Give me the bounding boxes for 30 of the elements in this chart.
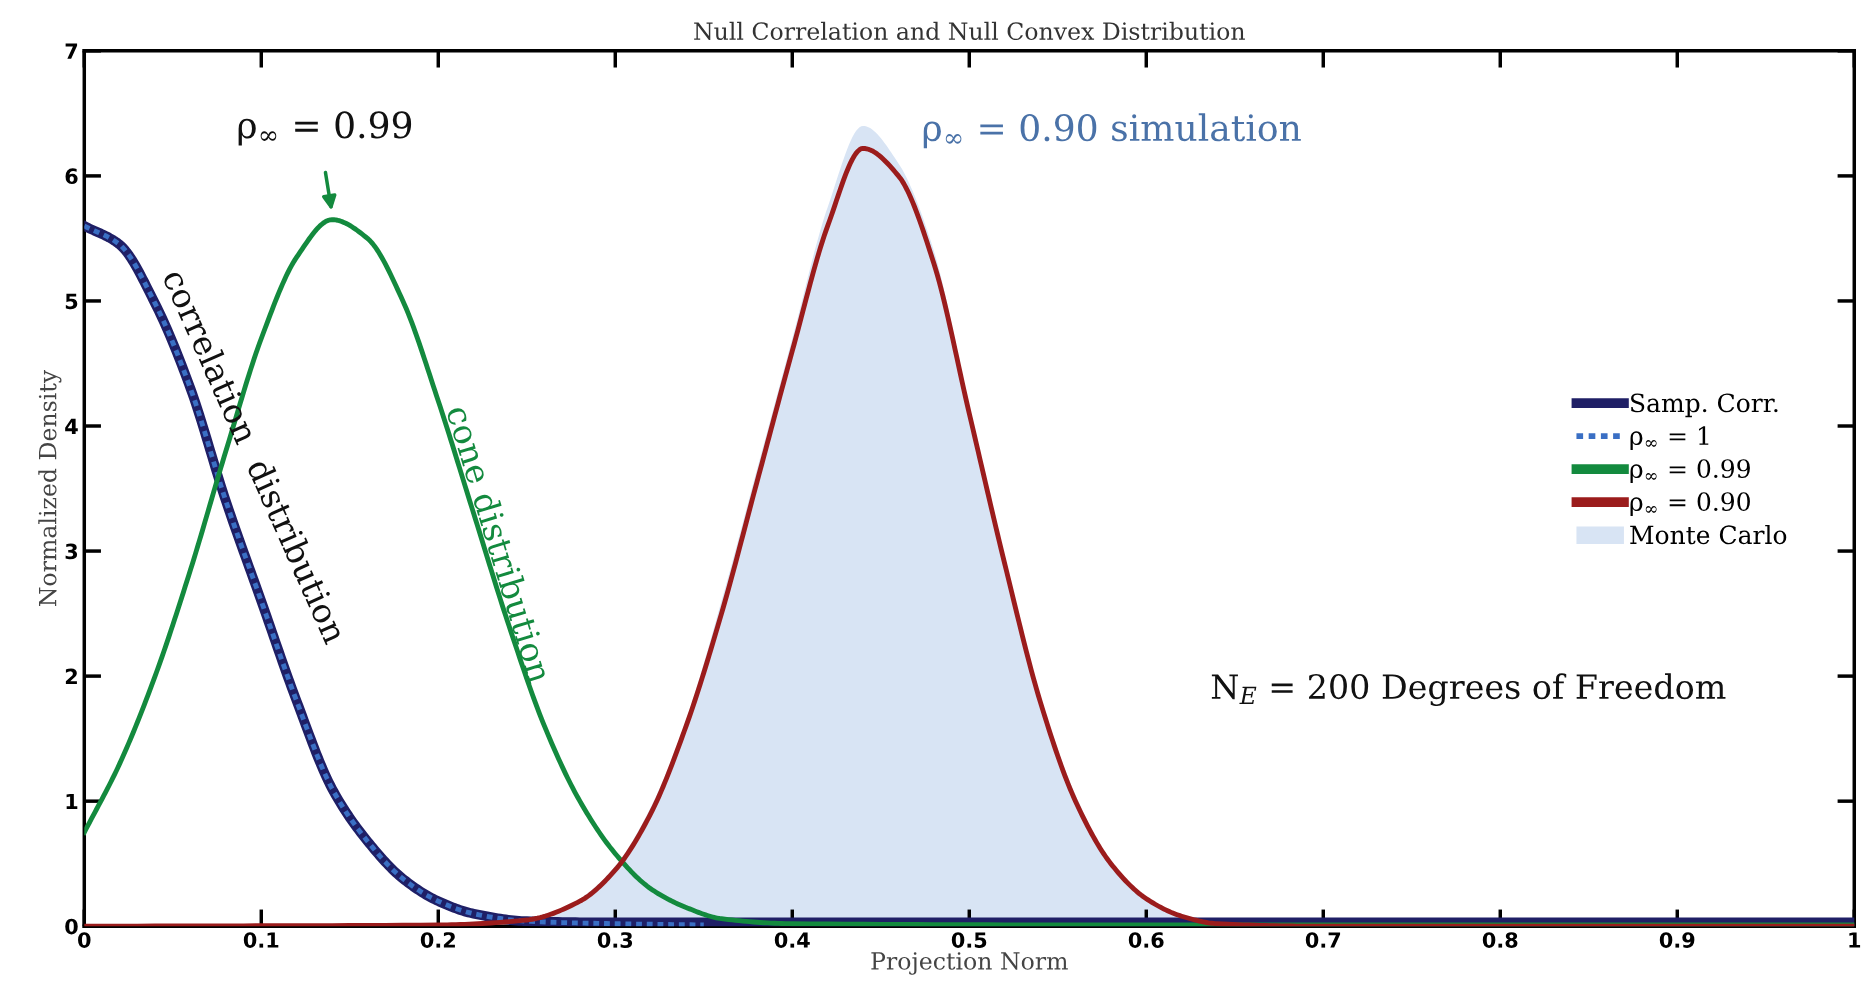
x-tick-label: 0.5 — [951, 932, 987, 948]
y-tick-label: 6 — [65, 168, 78, 185]
x-tick-label: 0 — [78, 932, 91, 948]
x-tick-label: 0.8 — [1482, 932, 1518, 948]
annotation: N$_{E}$ = 200 Degrees of Freedom — [1211, 673, 1726, 707]
y-tick-label: 7 — [65, 43, 78, 59]
x-tick-label: 1 — [1849, 932, 1861, 948]
legend-label: ρ$_{∞}$ = 1 — [1630, 426, 1709, 450]
x-tick-label: 0.6 — [1128, 932, 1164, 948]
x-axis-title: Projection Norm — [871, 952, 1068, 975]
y-tick-label: 5 — [65, 293, 78, 310]
legend-label: ρ$_{∞}$ = 0.90 — [1630, 492, 1750, 516]
annotation: ρ$_{∞}$ = 0.90 simulation — [923, 113, 1301, 149]
x-tick-label: 0.1 — [243, 932, 279, 948]
annotation: ρ$_{∞}$ = 0.99 — [238, 111, 412, 146]
x-tick-label: 0.3 — [597, 932, 633, 948]
chart-title: Null Correlation and Null Convex Distribution — [694, 21, 1245, 41]
legend-label: Samp. Corr. — [1631, 393, 1778, 418]
y-tick-label: 0 — [65, 918, 78, 935]
y-tick-label: 1 — [66, 793, 78, 810]
legend-label: ρ$_{∞}$ = 0.99 — [1630, 459, 1750, 483]
y-axis-title: Normalized Density — [38, 369, 62, 607]
y-tick-label: 3 — [65, 543, 78, 560]
x-tick-label: 0.2 — [420, 932, 455, 948]
x-tick-label: 0.9 — [1659, 932, 1695, 948]
legend-label: Monte Carlo — [1630, 524, 1787, 545]
y-tick-label: 4 — [65, 418, 78, 434]
x-tick-label: 0.4 — [774, 932, 810, 948]
y-tick-label: 2 — [65, 668, 77, 685]
x-tick-label: 0.7 — [1305, 932, 1341, 948]
